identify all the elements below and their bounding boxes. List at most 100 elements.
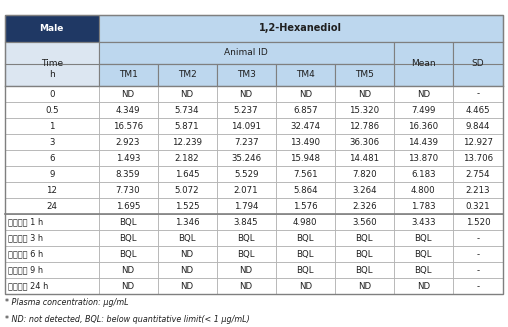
Text: 1.520: 1.520 xyxy=(466,218,490,227)
Text: 12.927: 12.927 xyxy=(463,138,493,146)
Text: 2.923: 2.923 xyxy=(116,138,140,146)
Text: 1.346: 1.346 xyxy=(175,218,200,227)
Bar xyxy=(453,214,503,230)
Bar xyxy=(394,214,453,230)
Text: TM3: TM3 xyxy=(237,70,256,79)
Bar xyxy=(276,182,335,198)
Text: BQL: BQL xyxy=(356,266,373,275)
Bar xyxy=(216,134,276,150)
Text: 1.576: 1.576 xyxy=(293,202,318,211)
Bar xyxy=(99,150,157,166)
Text: 35.246: 35.246 xyxy=(231,154,261,163)
Bar xyxy=(99,15,503,42)
Bar xyxy=(335,166,394,182)
Text: BQL: BQL xyxy=(297,250,314,259)
Text: 7.820: 7.820 xyxy=(352,170,376,179)
Bar xyxy=(5,15,503,294)
Bar xyxy=(5,214,99,230)
Bar xyxy=(394,118,453,134)
Text: 2.071: 2.071 xyxy=(234,186,259,195)
Text: 0: 0 xyxy=(49,90,54,98)
Text: 16.360: 16.360 xyxy=(408,122,438,130)
Text: 13.490: 13.490 xyxy=(290,138,320,146)
Bar xyxy=(216,102,276,118)
Text: TM4: TM4 xyxy=(296,70,314,79)
Bar xyxy=(99,166,157,182)
Bar xyxy=(99,230,157,246)
Bar xyxy=(394,182,453,198)
Bar xyxy=(335,64,394,86)
Bar xyxy=(216,150,276,166)
Bar xyxy=(5,262,99,278)
Text: 5.864: 5.864 xyxy=(293,186,318,195)
Text: 3.845: 3.845 xyxy=(234,218,259,227)
Bar xyxy=(216,262,276,278)
Text: Male: Male xyxy=(40,24,64,33)
Bar xyxy=(394,102,453,118)
Text: 6.857: 6.857 xyxy=(293,106,318,114)
Bar xyxy=(394,42,453,86)
Bar xyxy=(276,262,335,278)
Text: -: - xyxy=(477,266,480,275)
Text: 7.237: 7.237 xyxy=(234,138,259,146)
Text: 3.560: 3.560 xyxy=(352,218,376,227)
Text: 2.182: 2.182 xyxy=(175,154,200,163)
Bar xyxy=(276,64,335,86)
Bar xyxy=(453,102,503,118)
Bar xyxy=(99,262,157,278)
Text: ND: ND xyxy=(180,266,194,275)
Bar xyxy=(157,150,216,166)
Text: 4.465: 4.465 xyxy=(466,106,490,114)
Bar xyxy=(335,262,394,278)
Bar xyxy=(335,246,394,262)
Text: ND: ND xyxy=(240,282,252,291)
Bar xyxy=(99,64,157,86)
Bar xyxy=(276,166,335,182)
Text: BQL: BQL xyxy=(119,234,137,243)
Text: 1,2-Hexanediol: 1,2-Hexanediol xyxy=(259,23,342,33)
Text: TM1: TM1 xyxy=(118,70,138,79)
Bar xyxy=(216,198,276,214)
Bar xyxy=(157,166,216,182)
Text: 3.264: 3.264 xyxy=(352,186,376,195)
Bar xyxy=(335,118,394,134)
Bar xyxy=(5,118,99,134)
Text: 9.844: 9.844 xyxy=(466,122,490,130)
Bar xyxy=(453,230,503,246)
Bar xyxy=(216,214,276,230)
Bar xyxy=(335,150,394,166)
Text: 1.493: 1.493 xyxy=(116,154,140,163)
Text: ND: ND xyxy=(358,90,371,98)
Text: -: - xyxy=(477,282,480,291)
Bar xyxy=(5,86,99,102)
Bar xyxy=(157,134,216,150)
Bar xyxy=(276,118,335,134)
Text: 2.326: 2.326 xyxy=(352,202,376,211)
Bar xyxy=(157,246,216,262)
Bar xyxy=(216,246,276,262)
Text: BQL: BQL xyxy=(415,250,432,259)
Bar xyxy=(335,134,394,150)
Text: 7.730: 7.730 xyxy=(116,186,140,195)
Text: BQL: BQL xyxy=(237,250,255,259)
Bar xyxy=(276,86,335,102)
Text: 36.306: 36.306 xyxy=(349,138,379,146)
Bar xyxy=(335,278,394,294)
Bar xyxy=(276,102,335,118)
Text: 2.213: 2.213 xyxy=(466,186,490,195)
Bar xyxy=(276,134,335,150)
Text: ND: ND xyxy=(180,90,194,98)
Text: Time: Time xyxy=(41,59,63,68)
Text: h: h xyxy=(49,70,55,79)
Text: ND: ND xyxy=(240,90,252,98)
Text: 24: 24 xyxy=(46,202,57,211)
Text: -: - xyxy=(477,90,480,98)
Text: Animal ID: Animal ID xyxy=(225,48,268,57)
Bar xyxy=(453,166,503,182)
Text: 6: 6 xyxy=(49,154,54,163)
Bar xyxy=(99,246,157,262)
Bar xyxy=(394,198,453,214)
Text: 1: 1 xyxy=(49,122,54,130)
Text: 2.754: 2.754 xyxy=(466,170,490,179)
Text: 5.734: 5.734 xyxy=(175,106,200,114)
